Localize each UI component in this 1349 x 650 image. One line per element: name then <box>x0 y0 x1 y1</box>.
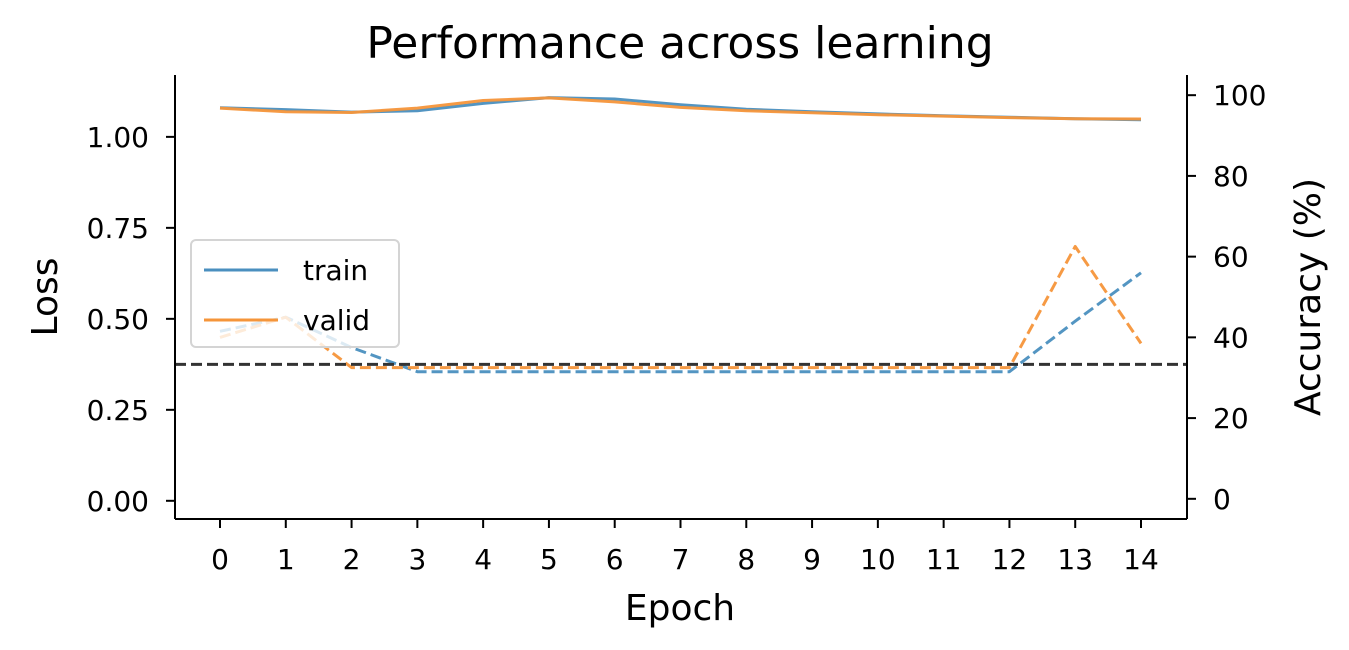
y-right-tick-label: 20 <box>1213 402 1249 435</box>
x-tick-label: 8 <box>737 543 755 576</box>
x-tick-label: 5 <box>540 543 558 576</box>
x-tick-label: 0 <box>211 543 229 576</box>
y-left-tick-label: 0.00 <box>87 485 149 518</box>
y-left-tick-label: 0.75 <box>87 212 149 245</box>
legend-label-train: train <box>303 254 368 287</box>
x-tick-label: 2 <box>343 543 361 576</box>
x-tick-label: 9 <box>803 543 821 576</box>
x-tick-label: 14 <box>1123 543 1159 576</box>
chart-title: Performance across learning <box>366 18 993 69</box>
series-line-valid-accuracy <box>219 245 1143 370</box>
x-tick-label: 13 <box>1057 543 1093 576</box>
y-right-tick-label: 60 <box>1213 241 1249 274</box>
x-tick-label: 11 <box>926 543 962 576</box>
x-tick-label: 1 <box>277 543 295 576</box>
x-tick-label: 7 <box>672 543 690 576</box>
y-right-tick-label: 100 <box>1213 79 1266 112</box>
plot-area <box>175 96 1187 374</box>
series-line-valid-loss <box>219 96 1142 121</box>
y-left-tick-label: 0.50 <box>87 303 149 336</box>
x-tick-label: 4 <box>474 543 492 576</box>
y-axis-right-label: Accuracy (%) <box>1288 178 1329 416</box>
y-left-tick-label: 1.00 <box>87 121 149 154</box>
x-tick-label: 6 <box>606 543 624 576</box>
x-tick-label: 10 <box>860 543 896 576</box>
axes: 0 1 2 3 4 5 6 7 8 9 10 11 12 13 140.000.250.500.751.00… <box>87 75 1266 576</box>
x-axis-label: Epoch <box>625 588 735 629</box>
y-right-tick-label: 40 <box>1213 321 1249 354</box>
x-tick-label: 3 <box>408 543 426 576</box>
y-left-tick-label: 0.25 <box>87 394 149 427</box>
legend: train valid <box>190 239 400 348</box>
series-line-train-accuracy <box>219 271 1142 374</box>
x-tick-label: 12 <box>992 543 1028 576</box>
y-right-tick-label: 0 <box>1213 483 1231 516</box>
legend-label-valid: valid <box>303 304 370 337</box>
y-right-tick-label: 80 <box>1213 160 1249 193</box>
y-axis-left-label: Loss <box>25 258 66 337</box>
